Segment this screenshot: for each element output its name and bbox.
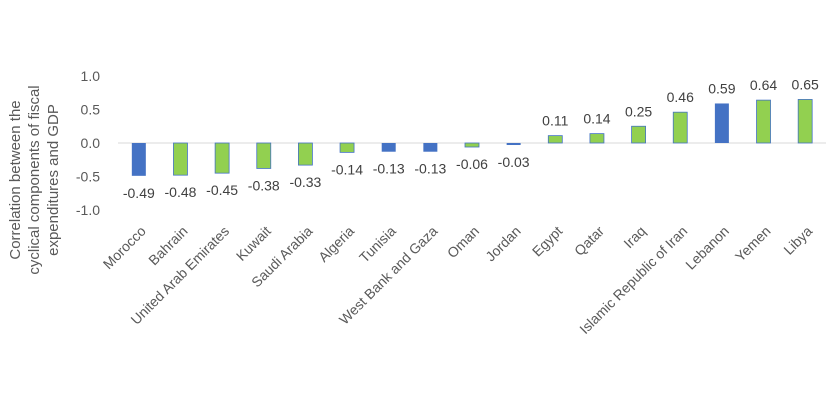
- category-label: Iraq: [620, 223, 648, 251]
- category-label: Oman: [444, 223, 482, 261]
- category-label: Lebanon: [682, 223, 732, 273]
- data-label: -0.13: [414, 161, 446, 177]
- bar: [756, 99, 771, 144]
- bar: [506, 143, 521, 146]
- bar: [672, 111, 688, 144]
- y-axis-label-line: expenditures and GDP: [45, 104, 62, 256]
- y-tick-label: 0.5: [81, 102, 101, 118]
- bar: [464, 142, 480, 148]
- data-label: -0.38: [248, 177, 280, 193]
- bars: [131, 99, 813, 176]
- data-label: 0.59: [708, 80, 735, 96]
- bar: [298, 142, 313, 166]
- bar: [547, 135, 563, 144]
- category-label: Libya: [780, 223, 815, 258]
- data-label: 0.46: [667, 89, 694, 105]
- data-label: -0.06: [456, 156, 488, 172]
- data-labels: -0.49 -0.48 -0.45 -0.38 -0.33 -0.14 -0.13 -0.13…: [123, 76, 819, 200]
- data-label: -0.49: [123, 185, 155, 201]
- category-label: Morocco: [100, 223, 149, 272]
- data-label: -0.48: [165, 184, 197, 200]
- bar: [173, 142, 188, 176]
- bar: [631, 125, 646, 144]
- category-label: Qatar: [571, 223, 607, 259]
- data-label: -0.33: [289, 174, 321, 190]
- data-label: -0.45: [206, 182, 238, 198]
- y-axis-label: Correlation between the cyclical componen…: [7, 85, 62, 274]
- bar: [256, 142, 272, 169]
- data-label: 0.11: [542, 113, 568, 129]
- y-axis-label-line: cyclical components of fiscal: [26, 85, 43, 274]
- category-label: Jordan: [482, 223, 524, 265]
- bar: [381, 143, 396, 152]
- data-label: 0.65: [792, 76, 819, 92]
- bar: [339, 142, 355, 153]
- y-tick-label: 1.0: [81, 68, 101, 84]
- category-label: Algeria: [315, 223, 357, 265]
- y-tick-label: 0.0: [81, 135, 101, 151]
- category-label: Egypt: [529, 223, 566, 260]
- bar: [423, 143, 438, 152]
- bar: [131, 143, 146, 176]
- category-label: Yemen: [732, 223, 774, 265]
- y-axis-label-line: Correlation between the: [7, 100, 24, 259]
- bar: [797, 99, 813, 144]
- data-label: 0.25: [625, 103, 652, 119]
- data-label: 0.64: [750, 77, 777, 93]
- bar: [214, 142, 230, 174]
- bar: [589, 133, 605, 144]
- category-label: Kuwait: [233, 223, 274, 264]
- data-label: 0.14: [583, 111, 610, 127]
- data-label: -0.13: [373, 161, 405, 177]
- y-tick-label: -0.5: [76, 169, 100, 185]
- y-tick-label: -1.0: [76, 202, 100, 218]
- y-axis-ticks: 1.0 0.5 0.0 -0.5 -1.0: [76, 68, 100, 218]
- data-label: -0.14: [331, 161, 363, 177]
- data-label: -0.03: [498, 154, 530, 170]
- bar: [714, 103, 729, 143]
